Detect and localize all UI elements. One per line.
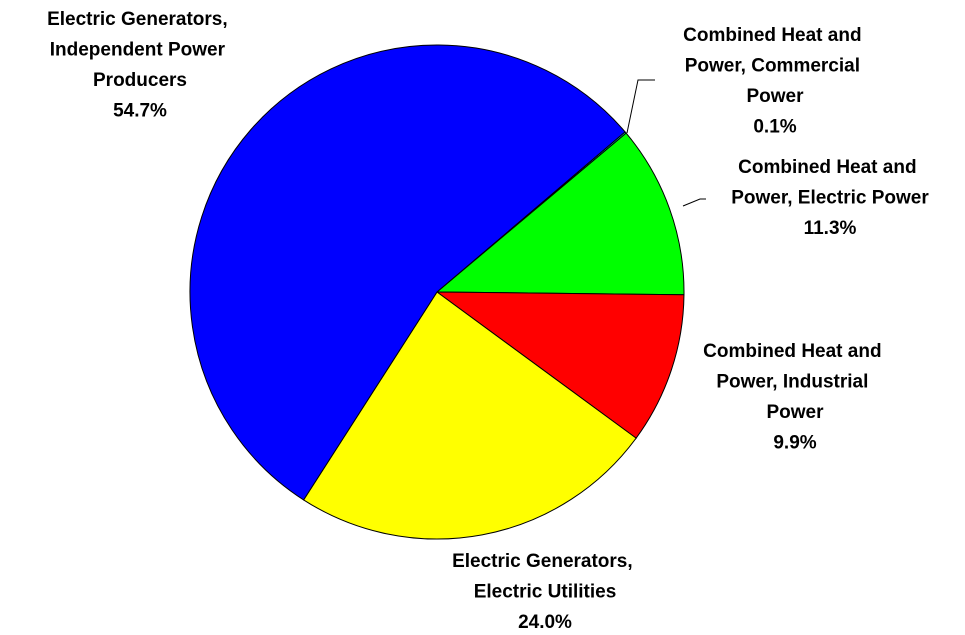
pie-slice xyxy=(435,291,685,439)
leader-line xyxy=(682,198,706,207)
slices xyxy=(189,44,685,540)
slice-label: Combined Heat and Power, Electric Power xyxy=(731,157,929,209)
value-label: 24.0% xyxy=(518,612,572,633)
pie-slice xyxy=(189,44,626,501)
slice-label: Combined Heat and Power, Commercial Powe… xyxy=(683,25,867,107)
leader-line xyxy=(626,79,655,134)
slice-label: Combined Heat and Power, Industrial Powe… xyxy=(703,341,887,423)
value-label: 54.7% xyxy=(113,101,167,122)
pie-slice xyxy=(435,132,685,296)
value-label: 9.9% xyxy=(773,433,816,454)
value-label: 11.3% xyxy=(804,218,857,239)
slice-label: Electric Generators, Electric Utilities xyxy=(452,551,638,603)
slice-label: Electric Generators, Independent Power P… xyxy=(47,9,233,91)
value-label: 0.1% xyxy=(753,117,796,138)
pie-slice xyxy=(302,291,637,540)
